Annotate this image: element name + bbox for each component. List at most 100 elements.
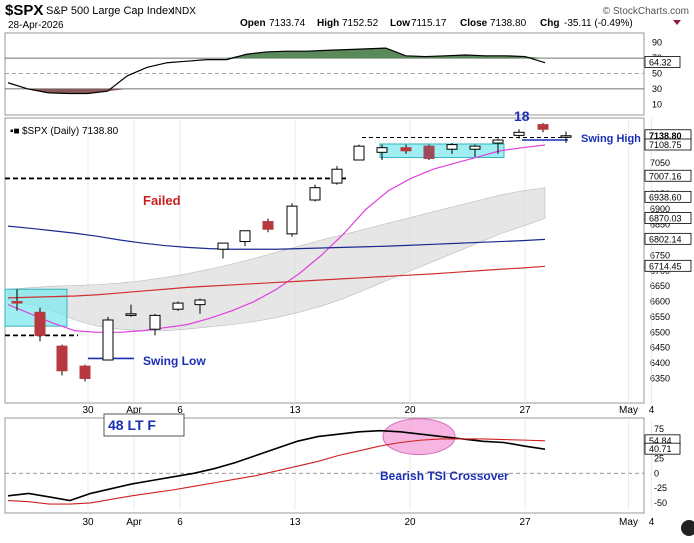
rsi-tick-label: 30 [652,84,662,94]
candle-down [423,145,435,159]
rsi-tick-label: 10 [652,99,662,109]
candle-down [537,124,549,130]
price-tick-label: 6550 [650,312,670,322]
candle-up [102,319,114,361]
annotations: Failed Swing Low Swing High 18 48 LT F B… [103,108,641,483]
candle-up [286,205,298,235]
candle-down [400,147,412,152]
zoom-handle-icon[interactable] [681,520,694,536]
candle-up [560,135,572,138]
chg-value: -35.11 (-0.49%) [564,18,633,29]
price-tick-label: 7050 [650,158,670,168]
candle-up [376,147,388,153]
price-legend: ▪■ $SPX (Daily) 7138.80 [10,126,119,137]
candle-up [239,230,251,243]
symbol: $SPX [5,2,43,19]
price-tick-label: 6850 [650,220,670,230]
tsi-x-label: Apr [126,517,142,528]
price-label-box [644,259,692,272]
candle-up [446,144,458,150]
price-x-label: 4 [649,405,655,416]
tsi-line [7,429,546,502]
open-label: Open [240,18,266,29]
candle-up [149,314,161,330]
price-label-value: 7138.80 [649,131,682,141]
candle-up [172,302,184,310]
price-label-value: 6938.60 [649,192,682,202]
low-label: Low [390,18,410,29]
candle-down [56,345,68,372]
rsi-layer: 103050709064.32 [5,38,681,109]
tsi-x-label: May [619,517,638,528]
tsi-x-label: 30 [82,517,94,528]
price-tick-label: 6350 [650,373,670,383]
exchange: INDX [172,6,196,17]
price-label-box [644,169,692,182]
failed-annotation: Failed [143,193,181,208]
tsi-last-value: 40.71 [649,444,672,454]
candle-up [309,187,321,201]
chart-header: $SPX S&P 500 Large Cap Index INDX 28-Apr… [5,2,689,31]
tsi-x-label: 13 [289,517,301,528]
price-legend-text: $SPX (Daily) 7138.80 [22,126,119,137]
price-x-label: 6 [177,405,183,416]
tsi-last-box [644,442,681,455]
price-tick-label: 6400 [650,358,670,368]
lt-f-annotation: 48 LT F [108,417,156,433]
rsi-line [7,47,546,95]
consolidation-box-right [379,143,505,159]
tsi-tick-label: -25 [654,483,667,493]
candle-up [125,313,137,316]
price-x-label: Apr [126,405,142,416]
count-18-annotation: 18 [514,108,530,124]
price-label-box [644,138,692,151]
price-label-value: 7007.16 [649,171,682,181]
tsi-last-value: 54.84 [649,436,672,446]
watermark: © StockCharts.com [603,6,689,17]
price-tick-label: 6450 [650,343,670,353]
ma-mid-line [7,225,546,250]
index-name: S&P 500 Large Cap Index [46,5,174,17]
tsi-x-label: 6 [177,517,183,528]
price-x-label: 30 [82,405,94,416]
ohlc-readout: Open 7133.74 High 7152.52 Low 7115.17 Cl… [240,18,681,29]
price-label-box [644,190,692,203]
tsi-x-label: 4 [649,517,655,528]
tsi-tick-label: 25 [654,453,664,463]
tsi-signal-line [7,438,546,505]
price-tick-label: 6600 [650,297,670,307]
price-label-value: 6870.03 [649,213,682,223]
swing-low-annotation: Swing Low [143,354,206,368]
ma-short-line [7,144,546,333]
candle-up [469,145,481,150]
price-tick-label: 6650 [650,281,670,291]
tsi-tick-label: 0 [654,468,659,478]
chg-label: Chg [540,18,559,29]
candle-up [492,139,504,144]
price-label-box [644,212,692,224]
high-label: High [317,18,339,29]
high-value: 7152.52 [342,18,379,29]
chart-date: 28-Apr-2026 [8,20,64,31]
candle-down [262,221,274,230]
tsi-tick-label: -50 [654,498,667,508]
price-x-label: 20 [404,405,416,416]
tsi-panel [4,417,645,514]
lt-f-box [103,413,185,437]
down-arrow-icon [673,20,681,25]
tsi-crossover-annotation: Bearish TSI Crossover [380,469,509,483]
rsi-overbought-fill [8,48,545,59]
price-label-box [644,232,692,245]
price-tick-label: 6500 [650,327,670,337]
price-label-value: 7108.75 [649,140,682,150]
candle-up [217,242,229,250]
candle-down [34,311,46,336]
price-label-value: 6714.45 [649,261,682,271]
candle-up [353,145,365,161]
rsi-panel [4,32,645,116]
tsi-x-label: 20 [404,517,416,528]
rsi-tick-label: 90 [652,38,662,48]
